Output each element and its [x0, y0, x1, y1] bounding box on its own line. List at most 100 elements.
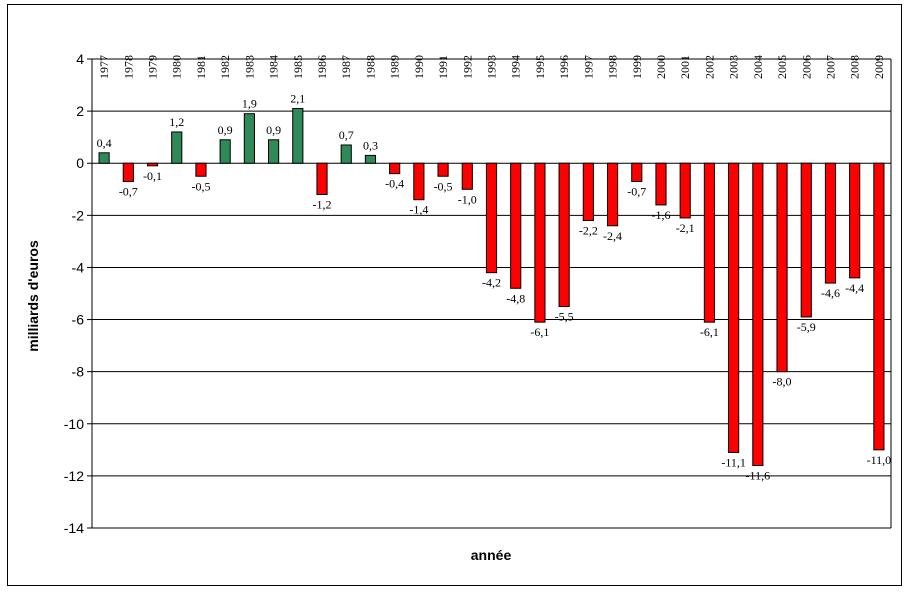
gridlines — [87, 58, 891, 529]
bar — [606, 162, 619, 227]
x-tick-label: 1986 — [315, 55, 329, 79]
data-label: -2,4 — [603, 229, 622, 243]
x-tick-label: 1993 — [485, 55, 499, 79]
data-label: -4,4 — [845, 281, 864, 295]
bar — [800, 162, 812, 318]
y-tick-label: -2 — [72, 207, 85, 223]
y-tick-labels: 4 2 0 -2 -4 -6 -8 -10 -12 -14 — [64, 51, 84, 536]
x-tick-label: 1989 — [388, 55, 402, 79]
y-tick-label: 0 — [76, 155, 84, 171]
data-label: 2,1 — [290, 92, 305, 106]
bar — [195, 162, 207, 177]
bar — [98, 152, 110, 164]
data-label: -0,1 — [143, 169, 162, 183]
x-tick-label: 1990 — [412, 55, 426, 79]
x-tick-label: 1984 — [267, 55, 281, 79]
bar — [316, 162, 328, 195]
y-axis-label: milliards d'euros — [25, 240, 41, 352]
x-tick-label: 1982 — [218, 55, 232, 79]
y-tick-label: -8 — [72, 364, 85, 380]
bar — [534, 162, 546, 323]
data-label: -5,9 — [797, 320, 816, 334]
x-tick-label: 1978 — [121, 55, 135, 79]
x-tick-label: 2008 — [848, 55, 862, 79]
x-tick-label: 2005 — [775, 55, 789, 79]
x-tick-label: 1987 — [339, 55, 353, 79]
bar — [461, 162, 473, 190]
data-label: -1,4 — [409, 203, 428, 217]
bar — [849, 162, 861, 279]
x-tick-label: 2009 — [872, 55, 886, 79]
bar — [752, 162, 764, 466]
bar — [631, 162, 643, 182]
x-tick-labels: 1977 1978 1979 1980 1981 1982 1983 1984 1985 1986… — [97, 55, 886, 79]
data-label: -11,0 — [867, 453, 892, 467]
bar — [243, 113, 255, 164]
data-label: -8,0 — [773, 375, 792, 389]
x-tick-label: 1997 — [581, 55, 595, 79]
x-tick-label: 1994 — [509, 55, 523, 79]
data-labels: 0,4 -0,7 -0,1 1,2 -0,5 0,9 1,9 0,9 2,1 -1,2 0,7 0,3… — [97, 92, 892, 483]
bar — [146, 162, 159, 167]
bar — [485, 162, 498, 274]
data-label: 0,4 — [97, 136, 112, 150]
bar — [219, 139, 231, 164]
data-label: -1,6 — [651, 208, 670, 222]
x-tick-label: 1983 — [242, 55, 256, 79]
data-label: -11,1 — [721, 455, 746, 469]
data-label: -5,5 — [555, 310, 574, 324]
bars — [98, 108, 885, 466]
x-tick-label: 1996 — [557, 55, 571, 79]
y-tick-label: 4 — [76, 51, 84, 67]
data-label: -11,6 — [746, 468, 771, 482]
x-tick-label: 1995 — [533, 55, 547, 79]
data-label: -0,5 — [434, 179, 453, 193]
axes — [91, 59, 892, 528]
data-label: 1,9 — [242, 97, 257, 111]
data-label: -0,7 — [627, 184, 646, 198]
bar — [582, 162, 594, 222]
data-label: 0,7 — [339, 128, 354, 142]
x-tick-label: 2003 — [727, 55, 741, 79]
bar — [558, 162, 570, 308]
x-tick-label: 2007 — [823, 55, 837, 79]
bar — [340, 144, 352, 164]
data-label: 0,9 — [218, 123, 233, 137]
data-label: -0,7 — [119, 184, 138, 198]
x-axis-label: année — [471, 547, 512, 563]
bar — [776, 162, 788, 373]
x-tick-label: 1988 — [363, 55, 377, 79]
x-tick-label: 1999 — [630, 55, 644, 79]
x-tick-label: 1992 — [460, 55, 474, 79]
data-label: -6,1 — [530, 325, 549, 339]
y-tick-label: -14 — [64, 520, 84, 536]
data-label: 0,9 — [266, 123, 281, 137]
x-tick-label: 1980 — [170, 55, 184, 79]
bar — [437, 162, 449, 177]
data-label: 0,3 — [363, 138, 378, 152]
x-tick-label: 1977 — [97, 55, 111, 79]
bar — [171, 131, 183, 164]
data-label: -0,5 — [191, 179, 210, 193]
data-label: -4,2 — [482, 276, 501, 290]
data-label: -2,2 — [579, 224, 598, 238]
bar — [268, 139, 280, 164]
bar — [728, 162, 740, 453]
bar — [824, 162, 837, 284]
bar — [510, 162, 522, 289]
x-tick-label: 2006 — [799, 55, 813, 79]
bar — [389, 162, 401, 175]
x-tick-label: 1981 — [194, 55, 208, 79]
bar — [364, 154, 377, 164]
x-tick-label: 1979 — [146, 55, 160, 79]
bar — [122, 162, 134, 182]
y-tick-label: 2 — [76, 103, 84, 119]
x-tick-label: 2002 — [702, 55, 716, 79]
bar — [413, 162, 425, 201]
x-tick-label: 2004 — [751, 55, 765, 79]
data-label: -4,8 — [506, 291, 525, 305]
x-tick-label: 1985 — [291, 55, 305, 79]
x-tick-label: 1998 — [606, 55, 620, 79]
y-tick-label: -10 — [64, 416, 84, 432]
